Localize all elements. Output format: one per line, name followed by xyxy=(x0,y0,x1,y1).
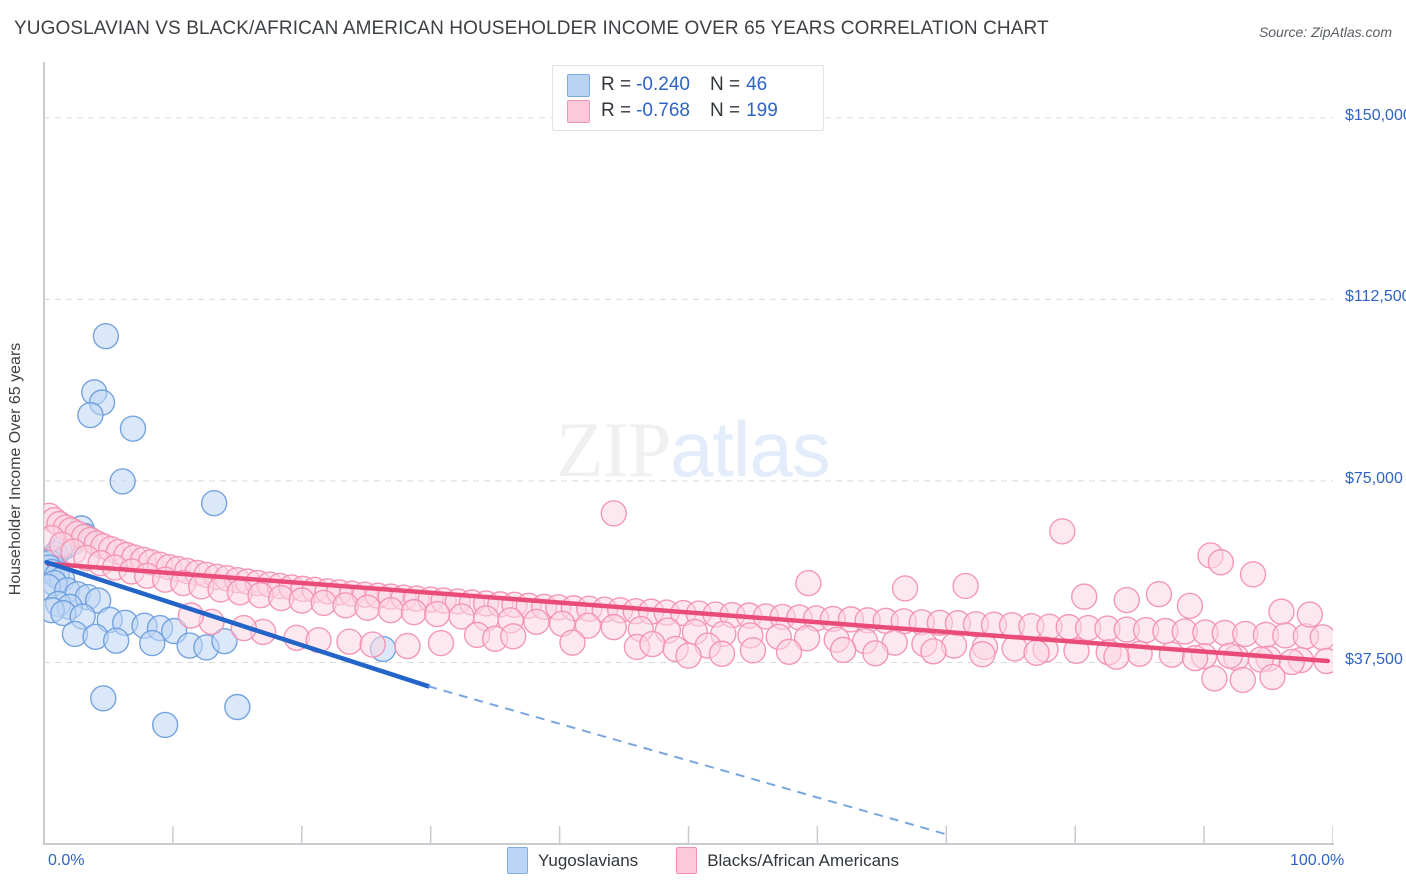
data-point xyxy=(354,594,381,621)
data-point xyxy=(829,636,857,664)
data-point xyxy=(427,629,455,657)
data-point xyxy=(1296,601,1323,628)
data-point xyxy=(77,401,104,429)
data-point xyxy=(1309,624,1333,651)
y-tick-label-2: $75,000 xyxy=(1345,469,1403,487)
data-point xyxy=(523,608,550,635)
data-point xyxy=(775,638,803,666)
data-point xyxy=(1158,641,1186,668)
data-point xyxy=(102,627,130,654)
data-point xyxy=(400,598,428,626)
data-point xyxy=(92,322,120,350)
series-swatch-pink-icon xyxy=(676,847,698,874)
y-axis-title: Householder Income Over 65 years xyxy=(7,342,24,596)
data-point xyxy=(574,612,602,639)
legend-swatch-pink-icon xyxy=(567,99,590,123)
data-point xyxy=(559,629,586,656)
data-point xyxy=(109,468,136,495)
data-point xyxy=(639,630,666,658)
source-attribution: Source: ZipAtlas.com xyxy=(1258,24,1392,40)
data-point xyxy=(84,587,112,614)
y-tick-label-3: $37,500 xyxy=(1345,651,1403,669)
legend-r-value-pink: -0.768 xyxy=(636,100,690,121)
series-points-blacks-african-americans xyxy=(44,500,1333,694)
data-point xyxy=(499,623,527,650)
legend-r-label-blue: R = xyxy=(601,74,632,95)
data-point xyxy=(1176,592,1204,620)
legend-r-value-blue: -0.240 xyxy=(636,74,690,95)
scatter-plot-area xyxy=(44,117,1333,844)
data-point xyxy=(359,631,386,658)
x-axis-line xyxy=(44,843,1334,845)
data-point xyxy=(739,637,767,664)
legend-n-label-pink: N = xyxy=(709,100,741,121)
data-point xyxy=(139,629,166,657)
y-tick-label-1: $112,500 xyxy=(1345,288,1406,306)
data-point xyxy=(394,632,421,660)
data-point xyxy=(200,489,228,517)
data-point xyxy=(336,628,363,655)
series-legend: Yugoslavians Blacks/African Americans xyxy=(0,847,1406,874)
data-point xyxy=(90,685,117,712)
trendline-blacks-african-americans xyxy=(45,561,1331,664)
series-legend-label-yugoslavians: Yugoslavians xyxy=(538,850,639,870)
trendline-yugoslavians-projection xyxy=(427,685,947,836)
data-point xyxy=(862,640,889,667)
series-swatch-blue-icon xyxy=(507,847,528,874)
legend-row-blacks-african-americans: R = -0.768 N = 199 xyxy=(567,98,823,124)
legend-row-yugoslavians: R = -0.240 N = 46 xyxy=(567,72,823,98)
data-point xyxy=(1071,583,1098,610)
data-point xyxy=(600,500,627,527)
data-point xyxy=(675,642,702,669)
data-point xyxy=(211,627,238,655)
data-point xyxy=(1023,639,1050,666)
legend-r-label-pink: R = xyxy=(601,100,632,121)
correlation-stats-legend: R = -0.240 N = 46 R = -0.768 N = 199 xyxy=(552,65,824,131)
series-legend-item-blacks-african-americans[interactable]: Blacks/African Americans xyxy=(676,847,899,874)
y-axis-line xyxy=(43,62,45,845)
legend-swatch-blue-icon xyxy=(567,73,590,97)
data-point xyxy=(119,415,147,442)
data-point xyxy=(288,587,315,614)
legend-n-value-blue: 46 xyxy=(746,74,768,95)
data-point xyxy=(920,638,947,665)
data-point xyxy=(332,592,359,619)
page-title: YUGOSLAVIAN VS BLACK/AFRICAN AMERICAN HO… xyxy=(14,18,1049,39)
data-point xyxy=(1049,518,1076,545)
data-point xyxy=(224,693,251,721)
data-point xyxy=(1201,665,1228,692)
data-point xyxy=(1103,643,1130,670)
data-point xyxy=(708,640,736,667)
series-legend-item-yugoslavians[interactable]: Yugoslavians xyxy=(507,847,638,874)
data-point xyxy=(377,596,404,624)
data-point xyxy=(1229,666,1256,694)
data-point xyxy=(1145,581,1173,608)
data-point xyxy=(1268,598,1295,625)
data-point xyxy=(1259,663,1286,691)
legend-n-value-pink: 199 xyxy=(746,100,778,121)
data-point xyxy=(793,625,821,652)
legend-n-label-blue: N = xyxy=(709,74,741,95)
data-point xyxy=(969,641,996,668)
trendline-yugoslavians xyxy=(44,560,431,689)
data-point xyxy=(795,569,822,597)
x-tick-label-0: 0.0% xyxy=(48,852,85,869)
data-point xyxy=(1207,549,1235,576)
data-point xyxy=(1113,586,1140,614)
data-point xyxy=(952,572,979,600)
y-tick-label-0: $150,000 xyxy=(1345,106,1406,124)
data-point xyxy=(423,600,451,628)
data-point xyxy=(891,575,919,602)
series-legend-label-blacks-african-americans: Blacks/African Americans xyxy=(707,850,899,870)
data-point xyxy=(600,613,627,641)
data-point xyxy=(1239,561,1267,588)
x-tick-label-1: 100.0% xyxy=(1290,852,1345,869)
data-point xyxy=(151,711,179,739)
data-point xyxy=(310,589,337,617)
